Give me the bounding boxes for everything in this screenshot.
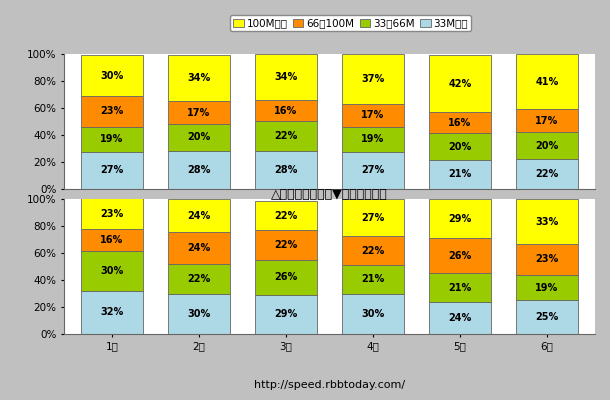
Bar: [429, 55, 491, 112]
Text: 30%: 30%: [100, 70, 123, 80]
Bar: [168, 294, 230, 334]
Text: 16%: 16%: [448, 118, 472, 128]
Text: 30%: 30%: [100, 266, 123, 276]
Bar: [254, 201, 317, 230]
Bar: [515, 275, 578, 300]
Text: 34%: 34%: [274, 72, 298, 82]
Text: 30%: 30%: [187, 309, 210, 319]
Bar: [515, 300, 578, 334]
Bar: [168, 151, 230, 189]
Text: 32%: 32%: [100, 308, 123, 318]
Bar: [342, 54, 404, 104]
Bar: [515, 132, 578, 159]
Text: 29%: 29%: [274, 310, 298, 320]
Legend: 100M以上, 66～100M, 33～66M, 33M未満: 100M以上, 66～100M, 33～66M, 33M未満: [230, 15, 472, 32]
Text: 30%: 30%: [361, 309, 384, 319]
Text: 20%: 20%: [536, 140, 559, 150]
Text: 16%: 16%: [274, 106, 298, 116]
Text: 22%: 22%: [187, 274, 210, 284]
Text: 28%: 28%: [187, 165, 210, 175]
Text: 33%: 33%: [536, 216, 559, 226]
Bar: [429, 238, 491, 274]
Text: 34%: 34%: [187, 73, 210, 83]
Text: 28%: 28%: [274, 165, 298, 175]
Bar: [168, 124, 230, 151]
Text: 17%: 17%: [187, 108, 210, 118]
Bar: [429, 134, 491, 160]
Bar: [429, 112, 491, 134]
Text: 16%: 16%: [100, 235, 123, 245]
Text: 19%: 19%: [536, 282, 559, 292]
Bar: [168, 55, 230, 101]
Text: 17%: 17%: [361, 110, 384, 120]
Bar: [81, 127, 143, 152]
Bar: [254, 54, 317, 100]
Bar: [254, 230, 317, 260]
Text: 22%: 22%: [274, 131, 298, 141]
Text: http://speed.rbbtoday.com/: http://speed.rbbtoday.com/: [254, 380, 405, 390]
Bar: [515, 244, 578, 275]
Bar: [254, 100, 317, 121]
Text: 23%: 23%: [100, 106, 123, 116]
Text: 24%: 24%: [187, 210, 210, 220]
Bar: [342, 104, 404, 127]
Bar: [429, 160, 491, 189]
Bar: [168, 264, 230, 294]
Bar: [81, 229, 143, 250]
Bar: [254, 151, 317, 189]
Bar: [429, 199, 491, 238]
Bar: [515, 199, 578, 244]
Text: 22%: 22%: [274, 240, 298, 250]
Text: 37%: 37%: [361, 74, 384, 84]
Bar: [168, 232, 230, 264]
Text: 41%: 41%: [536, 76, 559, 86]
Text: 21%: 21%: [448, 282, 472, 292]
Text: 24%: 24%: [448, 313, 472, 323]
Bar: [81, 96, 143, 127]
Text: 22%: 22%: [274, 210, 298, 220]
Bar: [254, 121, 317, 151]
Bar: [81, 152, 143, 189]
Text: 21%: 21%: [448, 170, 472, 180]
Text: 27%: 27%: [361, 212, 384, 222]
Text: 21%: 21%: [361, 274, 384, 284]
Bar: [515, 109, 578, 132]
Text: 22%: 22%: [361, 246, 384, 256]
Text: 25%: 25%: [536, 312, 559, 322]
Bar: [81, 291, 143, 334]
Text: 19%: 19%: [361, 134, 384, 144]
Text: 17%: 17%: [536, 116, 559, 126]
Bar: [342, 265, 404, 294]
Text: 27%: 27%: [100, 166, 123, 176]
Bar: [429, 274, 491, 302]
Bar: [254, 295, 317, 334]
Bar: [342, 294, 404, 334]
Text: 22%: 22%: [536, 169, 559, 179]
Bar: [342, 199, 404, 236]
Bar: [342, 152, 404, 189]
Bar: [168, 101, 230, 124]
Bar: [342, 236, 404, 265]
Text: 26%: 26%: [448, 251, 472, 261]
Text: 26%: 26%: [274, 272, 298, 282]
Bar: [254, 260, 317, 295]
Text: 27%: 27%: [361, 166, 384, 176]
Text: 29%: 29%: [448, 214, 472, 224]
Text: 42%: 42%: [448, 79, 472, 89]
Bar: [81, 198, 143, 229]
Text: 20%: 20%: [187, 132, 210, 142]
Text: 19%: 19%: [100, 134, 123, 144]
Bar: [81, 250, 143, 291]
Bar: [342, 127, 404, 152]
Text: 23%: 23%: [100, 208, 123, 218]
Bar: [81, 55, 143, 96]
Text: 20%: 20%: [448, 142, 472, 152]
Text: 23%: 23%: [536, 254, 559, 264]
Bar: [515, 54, 578, 109]
Bar: [515, 159, 578, 189]
Text: △ダウンレート　▼アップレート: △ダウンレート ▼アップレート: [271, 188, 388, 200]
Bar: [429, 302, 491, 334]
Bar: [168, 199, 230, 232]
Text: 24%: 24%: [187, 243, 210, 253]
